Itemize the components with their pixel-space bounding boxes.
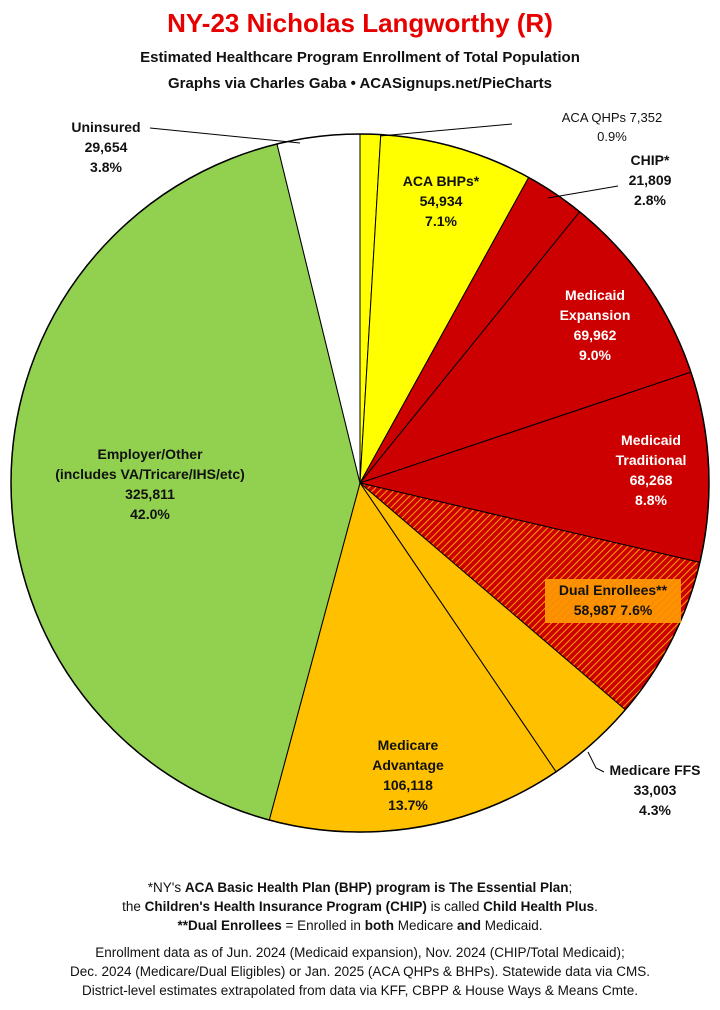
data-label-chip: CHIP* (631, 152, 670, 168)
data-label-chip: 2.8% (634, 192, 666, 208)
data-label-uninsured: 29,654 (85, 139, 128, 155)
footnote-text: the (122, 899, 145, 914)
data-label-medicaid-expansion: 9.0% (579, 347, 611, 363)
leader-line-chip (547, 185, 619, 199)
chart-subtitle: Estimated Healthcare Program Enrollment … (140, 49, 580, 66)
data-label-medicaid-expansion: 69,962 (574, 327, 617, 343)
footnote-text: Medicare (393, 918, 457, 933)
leader-line-aca-qhps (379, 123, 513, 137)
data-label-medicaid-traditional: Medicaid (621, 432, 681, 448)
label-box-dual-enrollees (545, 579, 681, 623)
pie-chart: ACA QHPs 7,352 0.9% ACA BHPs* 54,934 7.1% CHI… (10, 110, 710, 833)
footnote-text: ; (568, 880, 573, 895)
footnote-dual: **Dual Enrollees = Enrolled in both Medi… (0, 916, 720, 935)
footnote-text: . (594, 899, 598, 914)
footnote-bold: Child Health Plus (483, 899, 595, 914)
footnote-text: is called (426, 899, 484, 914)
data-label-aca-bhps: ACA BHPs* (403, 173, 480, 189)
data-label-medicaid-expansion: Medicaid (565, 287, 625, 303)
data-source-line-1: Enrollment data as of Jun. 2024 (Medicai… (95, 945, 625, 960)
data-label-medicare-advantage: 13.7% (388, 797, 428, 813)
data-label-employer-other: 325,811 (125, 486, 175, 502)
data-source-line-3: District-level estimates extrapolated fr… (82, 983, 638, 998)
pie-outline (10, 133, 710, 833)
footnote-bhp: *NY's ACA Basic Health Plan (BHP) progra… (0, 878, 720, 897)
data-label-dual-enrollees: Dual Enrollees** (559, 582, 668, 598)
footnote-bold: both (364, 918, 394, 933)
data-label-medicaid-traditional: 8.8% (635, 492, 667, 508)
data-label-medicaid-expansion: Expansion (560, 307, 631, 323)
data-label-dual-enrollees: 58,987 7.6% (574, 602, 653, 618)
footnote-bold: **Dual Enrollees (177, 918, 282, 933)
footnote-bold: and (456, 918, 481, 933)
data-label-aca-bhps: 7.1% (425, 213, 457, 229)
data-label-medicare-ffs: Medicare FFS (609, 762, 700, 778)
data-label-medicare-ffs: 4.3% (639, 802, 671, 818)
data-label-aca-qhps: ACA QHPs 7,352 (562, 110, 662, 125)
data-label-uninsured: 3.8% (90, 159, 122, 175)
data-label-medicare-advantage: Advantage (372, 757, 444, 773)
footnote-text: *NY's (147, 880, 185, 895)
data-label-aca-bhps: 54,934 (420, 193, 463, 209)
data-label-uninsured: Uninsured (71, 119, 140, 135)
leader-line-medicare-ffs (587, 751, 605, 773)
footnote-text: Medicaid. (481, 918, 543, 933)
data-label-medicaid-traditional: 68,268 (630, 472, 673, 488)
data-label-medicaid-traditional: Traditional (616, 452, 687, 468)
footnote-text: = Enrolled in (281, 918, 365, 933)
chart-credit: Graphs via Charles Gaba • ACASignups.net… (168, 75, 552, 92)
footnote-bold: ACA Basic Health Plan (BHP) program is T… (184, 880, 569, 895)
data-label-employer-other: Employer/Other (97, 446, 203, 462)
data-label-medicare-advantage: 106,118 (383, 777, 433, 793)
data-label-aca-qhps: 0.9% (597, 129, 627, 144)
data-label-medicare-advantage: Medicare (378, 737, 439, 753)
data-label-employer-other: 42.0% (130, 506, 170, 522)
data-label-employer-other: (includes VA/Tricare/IHS/etc) (55, 466, 245, 482)
leader-line-uninsured (149, 127, 301, 144)
data-source-line-2: Dec. 2024 (Medicare/Dual Eligibles) or J… (70, 964, 650, 979)
data-label-chip: 21,809 (629, 172, 672, 188)
data-label-medicare-ffs: 33,003 (634, 782, 677, 798)
footnote-bold: Children's Health Insurance Program (CHI… (144, 899, 427, 914)
chart-title: NY-23 Nicholas Langworthy (R) (167, 8, 553, 38)
footnote-chip: the Children's Health Insurance Program … (0, 897, 720, 916)
